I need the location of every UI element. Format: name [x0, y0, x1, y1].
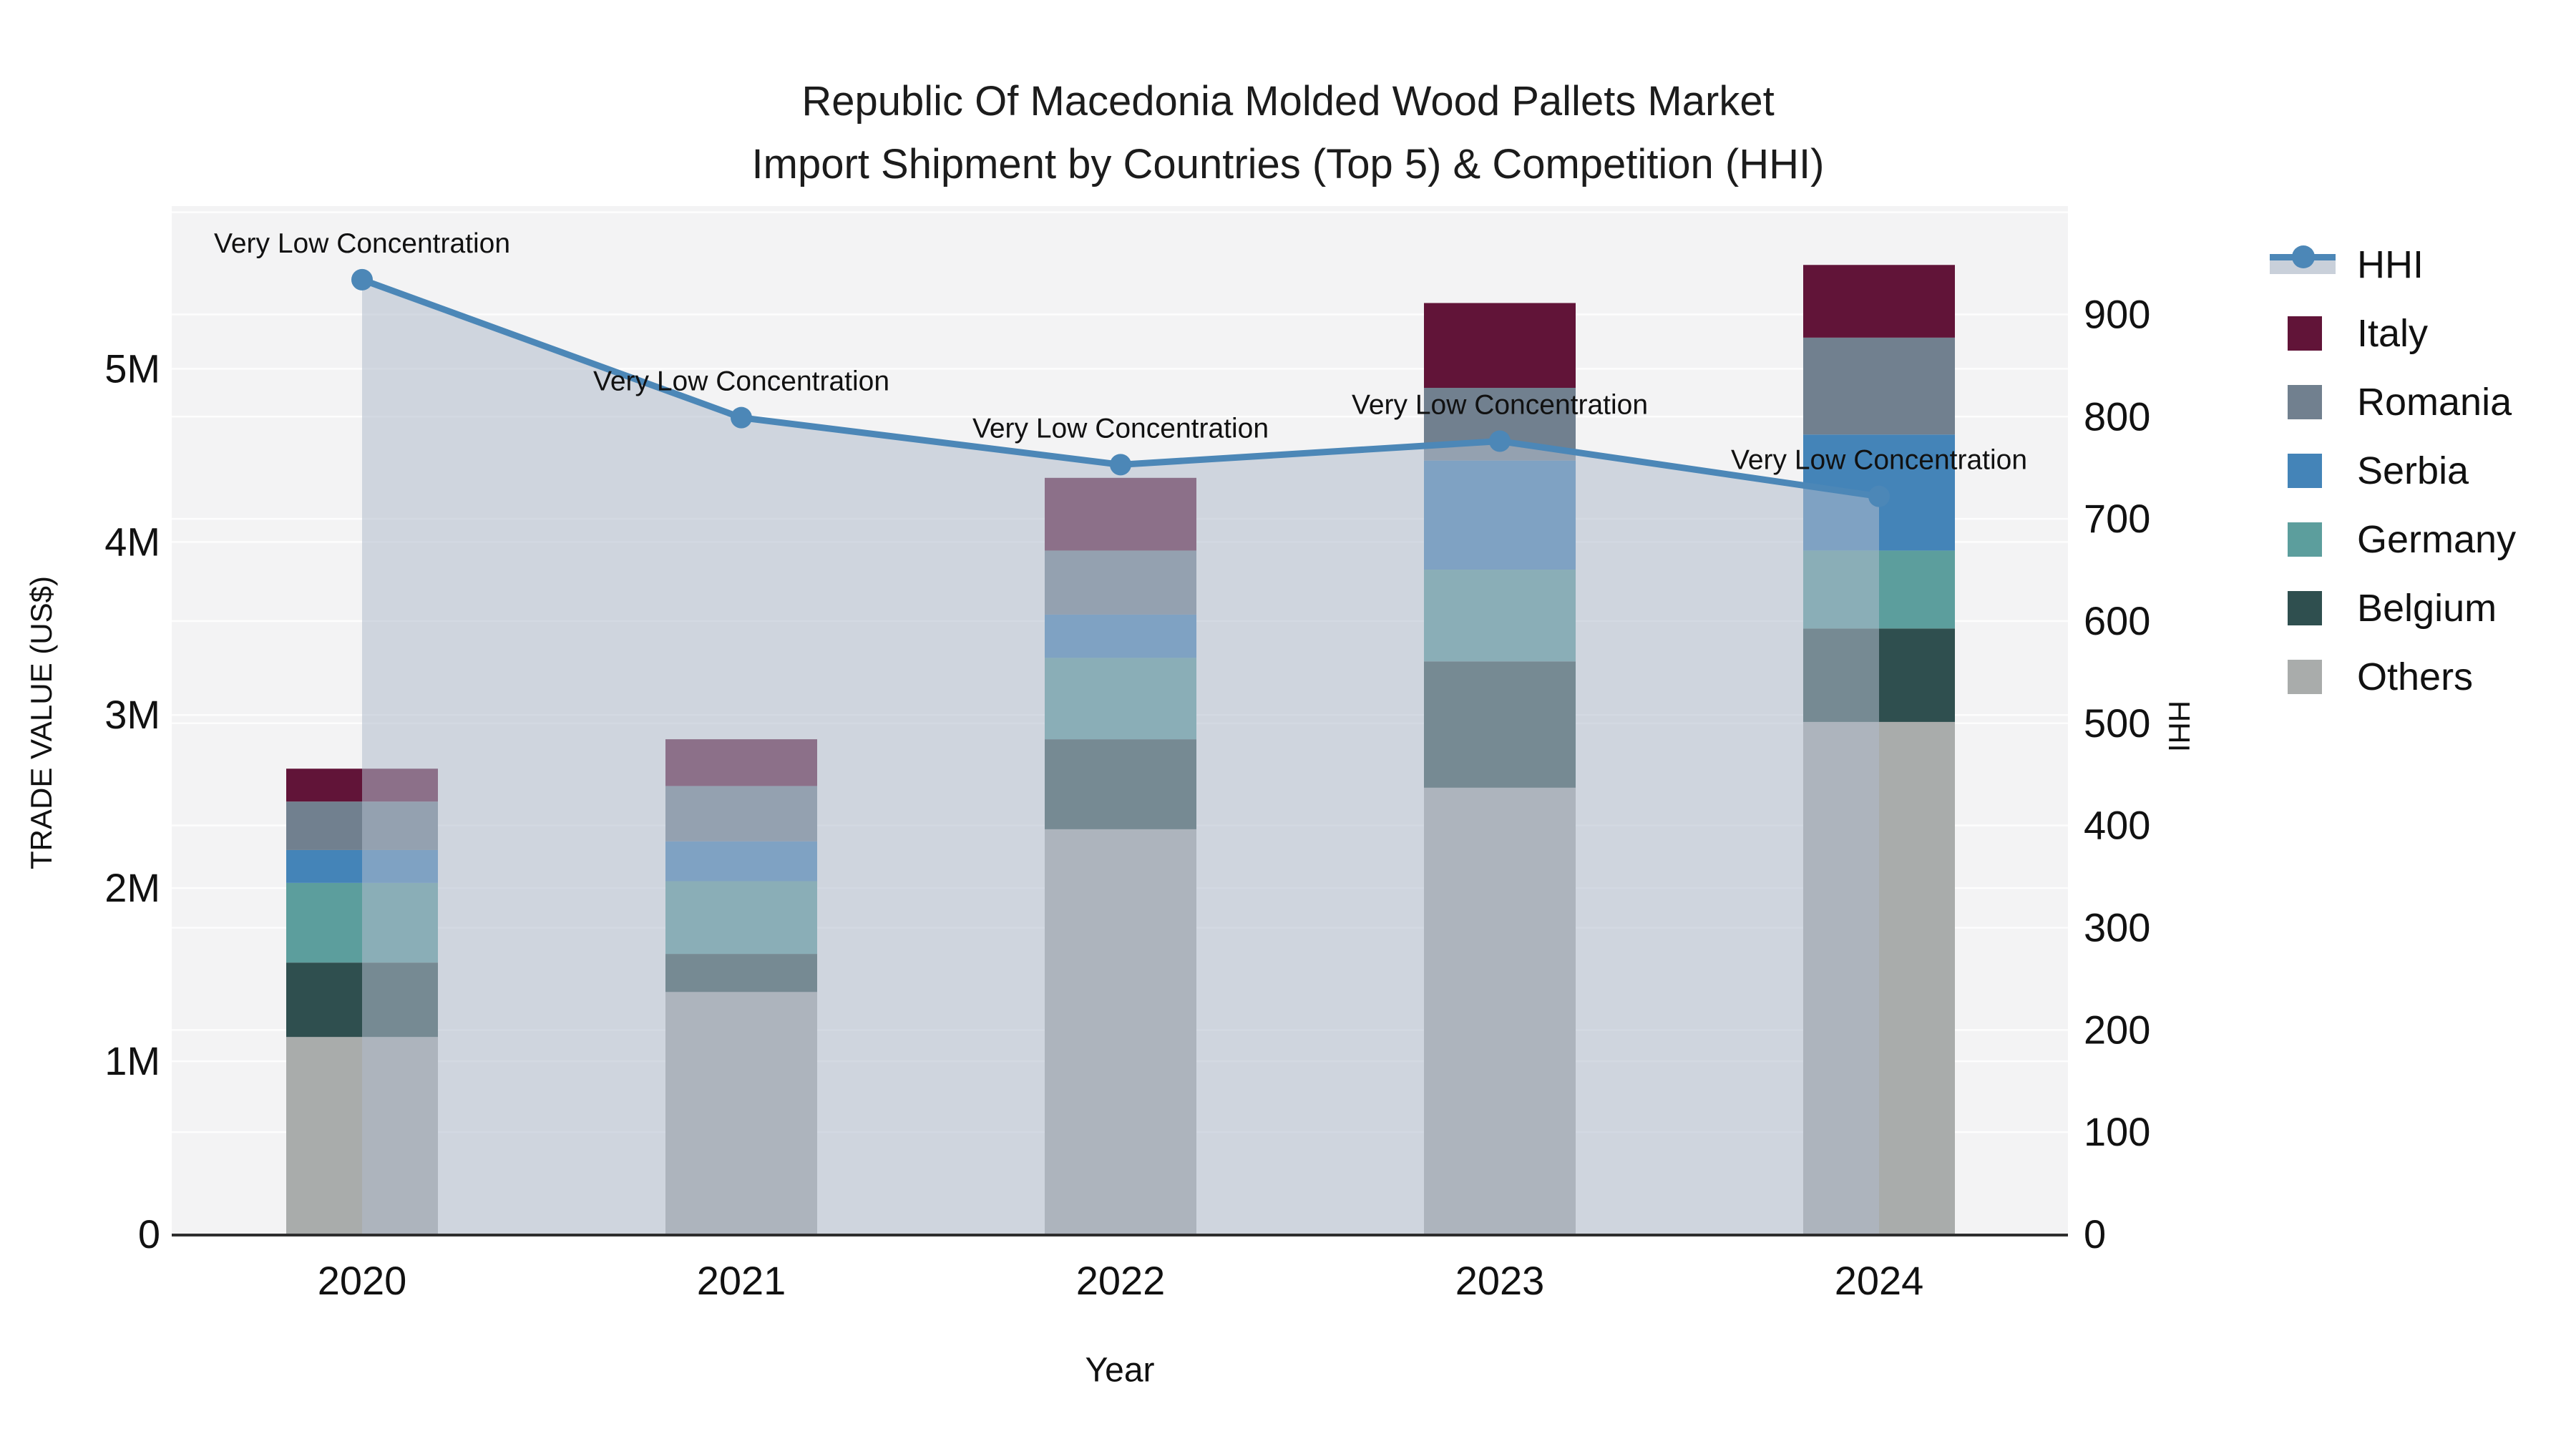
annotation-2023: Very Low Concentration	[1352, 390, 1648, 421]
legend-item-romania[interactable]: Romania	[2254, 368, 2516, 436]
y-right-axis-title: HHI	[2162, 700, 2196, 753]
germany-swatch-icon	[2254, 505, 2337, 574]
romania-color-swatch	[2288, 385, 2322, 419]
legend-label-italy: Italy	[2357, 312, 2429, 355]
legend-item-germany[interactable]: Germany	[2254, 505, 2516, 574]
bar-segment-romania-2024	[1803, 337, 1955, 435]
legend-item-belgium[interactable]: Belgium	[2254, 574, 2516, 643]
serbia-swatch-icon	[2254, 436, 2337, 505]
x-axis-title: Year	[1085, 1351, 1155, 1390]
germany-color-swatch	[2288, 522, 2322, 557]
legend-label-germany: Germany	[2357, 518, 2517, 561]
others-swatch-icon	[2254, 643, 2337, 711]
legend-label-romania: Romania	[2357, 381, 2512, 424]
serbia-color-swatch	[2288, 454, 2322, 488]
bar-segment-italy-2023	[1424, 303, 1576, 389]
legend: HHI Italy Romania Serbia Germany Belgium Other…	[2254, 230, 2516, 711]
hhi-marker-2022	[1110, 454, 1131, 476]
y-right-tick-label-800: 800	[2084, 394, 2150, 439]
y-left-tick-label-4M: 4M	[104, 519, 160, 564]
y-right-tick-label-700: 700	[2084, 496, 2150, 541]
romania-swatch-icon	[2254, 368, 2337, 436]
hhi-line-sample-icon	[2254, 230, 2337, 299]
bar-segment-italy-2024	[1803, 265, 1955, 338]
legend-item-italy[interactable]: Italy	[2254, 299, 2516, 368]
legend-label-belgium: Belgium	[2357, 587, 2497, 630]
hhi-marker-2023	[1489, 430, 1511, 452]
belgium-swatch-icon	[2254, 574, 2337, 643]
hhi-marker-2024	[1868, 485, 1890, 507]
legend-label-hhi: HHI	[2357, 243, 2424, 286]
legend-item-serbia[interactable]: Serbia	[2254, 436, 2516, 505]
chart-title-line2: Import Shipment by Countries (Top 5) & C…	[751, 141, 1825, 187]
y-right-tick-label-0: 0	[2084, 1211, 2106, 1257]
hhi-marker-2021	[731, 406, 752, 429]
legend-item-hhi[interactable]: HHI	[2254, 230, 2516, 299]
y-left-tick-label-1M: 1M	[104, 1038, 160, 1083]
annotation-2022: Very Low Concentration	[972, 413, 1269, 444]
y-left-tick-label-0: 0	[138, 1211, 160, 1257]
x-tick-label-2024: 2024	[1835, 1258, 1924, 1303]
x-tick-label-2022: 2022	[1076, 1258, 1166, 1303]
hhi-area-fill	[362, 279, 1879, 1234]
legend-item-others[interactable]: Others	[2254, 643, 2516, 711]
x-tick-label-2023: 2023	[1455, 1258, 1545, 1303]
chart-title: Republic Of Macedonia Molded Wood Pallet…	[0, 70, 2576, 196]
legend-label-others: Others	[2357, 655, 2474, 698]
hhi-marker-swatch	[2292, 245, 2315, 268]
y-right-tick-label-100: 100	[2084, 1109, 2150, 1154]
y-left-tick-label-3M: 3M	[104, 692, 160, 737]
y-right-tick-label-400: 400	[2084, 803, 2150, 848]
y-left-tick-label-2M: 2M	[104, 865, 160, 910]
legend-label-serbia: Serbia	[2357, 449, 2469, 492]
annotation-2021: Very Low Concentration	[593, 366, 889, 397]
y-right-tick-label-500: 500	[2084, 701, 2150, 746]
italy-color-swatch	[2288, 316, 2322, 351]
y-right-tick-label-600: 600	[2084, 598, 2150, 643]
x-tick-label-2020: 2020	[318, 1258, 407, 1303]
y-right-tick-label-300: 300	[2084, 904, 2150, 950]
annotation-2024: Very Low Concentration	[1731, 445, 2027, 476]
italy-swatch-icon	[2254, 299, 2337, 368]
y-right-tick-label-900: 900	[2084, 291, 2150, 336]
chart-title-line1: Republic Of Macedonia Molded Wood Pallet…	[801, 78, 1775, 125]
belgium-color-swatch	[2288, 591, 2322, 625]
hhi-marker-2020	[351, 268, 373, 291]
y-right-tick-label-200: 200	[2084, 1007, 2150, 1052]
annotation-2020: Very Low Concentration	[214, 228, 510, 259]
others-color-swatch	[2288, 660, 2322, 694]
y-left-tick-label-5M: 5M	[104, 346, 160, 391]
x-tick-label-2021: 2021	[697, 1258, 786, 1303]
y-left-axis-title: TRADE VALUE (US$)	[24, 576, 58, 869]
